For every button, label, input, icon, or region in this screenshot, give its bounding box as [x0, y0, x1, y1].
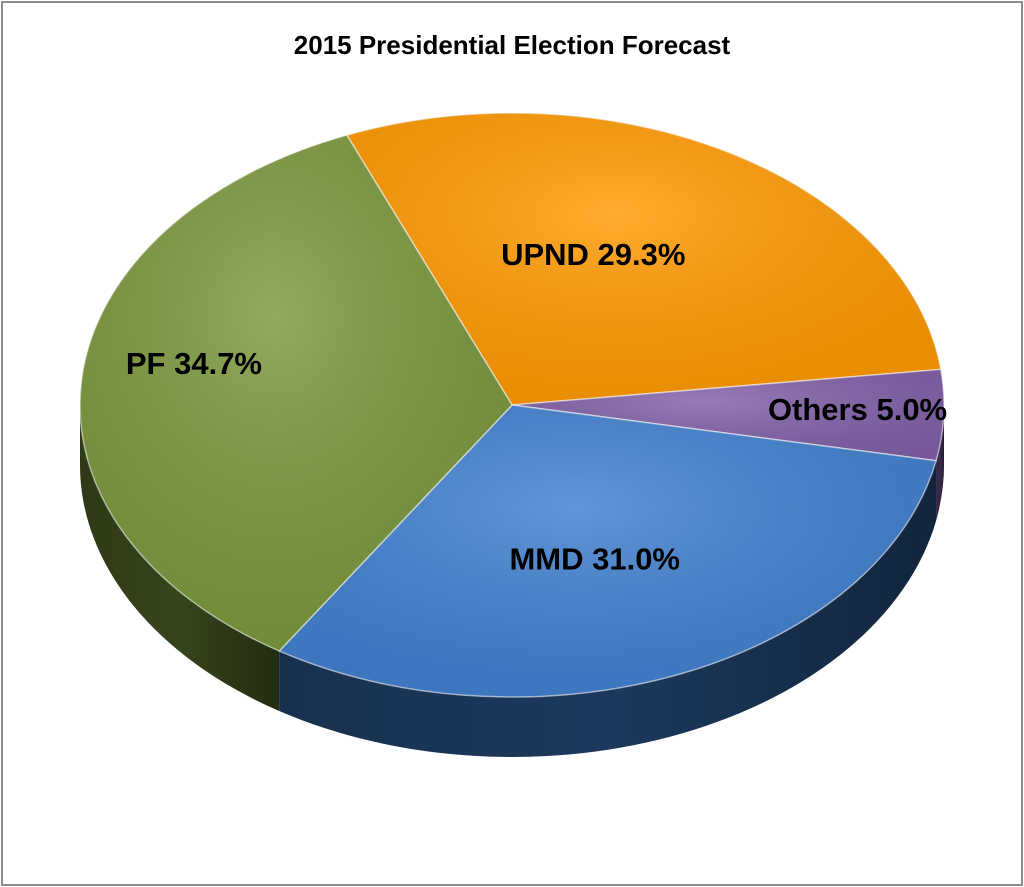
slice-shine-others [512, 369, 944, 461]
slice-side-shade-mmd [279, 460, 937, 758]
slice-label-pf: PF 34.7% [126, 346, 262, 381]
slice-label-upnd: UPND 29.3% [501, 237, 685, 272]
slice-shine-upnd [346, 112, 941, 405]
slice-label-others: Others 5.0% [768, 392, 947, 427]
slice-side-shade-pf [80, 405, 280, 711]
slice-shine-pf [80, 135, 512, 651]
chart-title: 2015 Presidential Election Forecast [293, 30, 731, 60]
slice-label-mmd: MMD 31.0% [509, 542, 680, 577]
